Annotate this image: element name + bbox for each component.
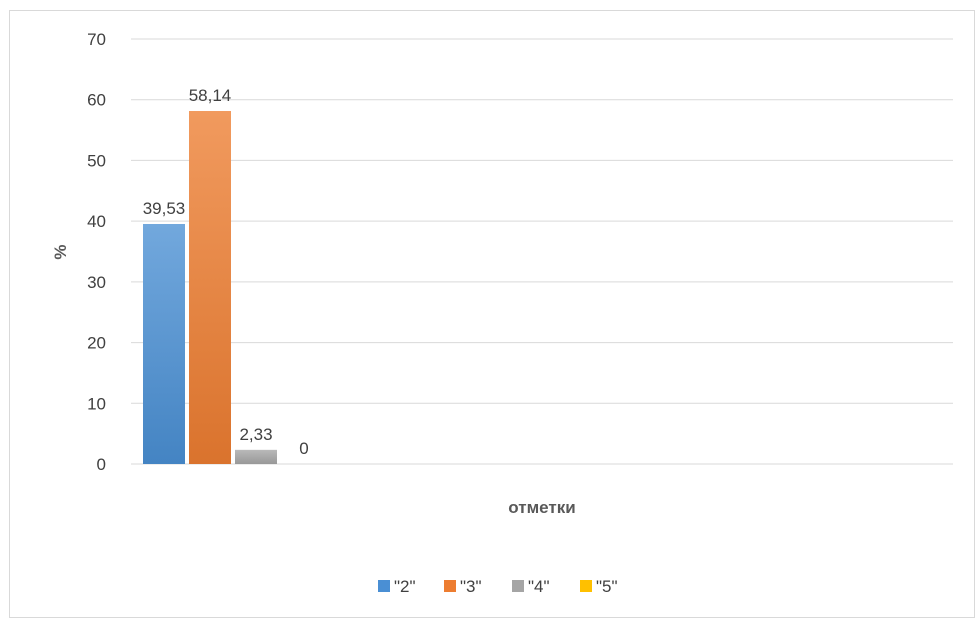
data-label: 0	[299, 439, 308, 458]
legend: "2" "3" "4" "5"	[378, 577, 618, 596]
gridlines	[131, 38, 953, 465]
bar-series-2	[143, 223, 185, 464]
legend-swatch	[378, 580, 390, 592]
bar-chart: 0 10 20 30 40 50 60 70 39,53 58,14 2,33 0 % отметк…	[51, 30, 953, 596]
bar-series-3	[189, 111, 231, 464]
y-tick-label: 20	[87, 334, 106, 353]
y-tick-label: 60	[87, 91, 106, 110]
bars	[143, 111, 277, 464]
legend-swatch	[444, 580, 456, 592]
data-labels: 39,53 58,14 2,33 0	[143, 86, 309, 458]
legend-label: "3"	[460, 577, 482, 596]
bar-series-4	[235, 449, 277, 464]
y-tick-label: 30	[87, 273, 106, 292]
y-tick-label: 10	[87, 394, 106, 413]
y-tick-label: 40	[87, 212, 106, 231]
chart-area: 0 10 20 30 40 50 60 70 39,53 58,14 2,33 0 % отметк…	[9, 10, 975, 618]
data-label: 2,33	[239, 425, 272, 444]
y-tick-label: 50	[87, 151, 106, 170]
data-label: 58,14	[189, 86, 232, 105]
x-axis-title: отметки	[508, 498, 575, 517]
y-tick-label: 70	[87, 30, 106, 49]
legend-label: "5"	[596, 577, 618, 596]
y-axis-ticks: 0 10 20 30 40 50 60 70	[87, 30, 106, 474]
legend-label: "4"	[528, 577, 550, 596]
legend-swatch	[580, 580, 592, 592]
y-tick-label: 0	[97, 455, 106, 474]
legend-swatch	[512, 580, 524, 592]
y-axis-title: %	[51, 244, 70, 259]
data-label: 39,53	[143, 199, 186, 218]
legend-label: "2"	[394, 577, 416, 596]
